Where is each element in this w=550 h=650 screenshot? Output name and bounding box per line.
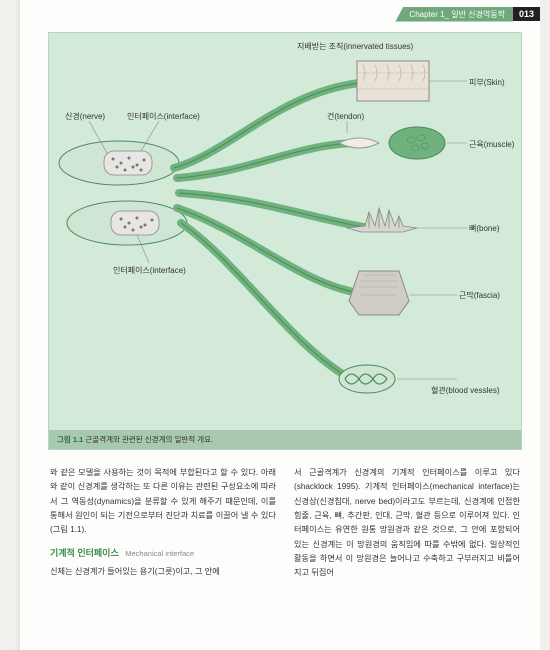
subheading-ko: 기계적 인터페이스 <box>50 548 119 558</box>
para-2: 신체는 신경계가 들어있는 용기(그릇)이고, 그 안에 <box>50 565 276 579</box>
nerve-diagram-svg <box>49 33 523 433</box>
para-3: 서 근골격계가 신경계의 기계적 인터페이스를 이루고 있다(shacklock… <box>294 466 520 581</box>
label-skin: 피부(Skin) <box>469 77 505 88</box>
label-interface-top: 인터페이스(interface) <box>127 111 200 122</box>
figure-number: 그림 1.1 <box>57 435 83 444</box>
page-number: 013 <box>513 7 540 21</box>
figure-1-1: 지배받는 조직(innervated tissues) 신경(nerve) 인터… <box>48 32 522 450</box>
label-bone: 뼈(bone) <box>469 223 500 234</box>
page-scan: Chapter 1_ 일반 신경역동학 013 <box>20 0 540 650</box>
label-blood: 혈관(blood vessles) <box>431 385 500 396</box>
label-innervated: 지배받는 조직(innervated tissues) <box>297 41 413 52</box>
column-right: 서 근골격계가 신경계의 기계적 인터페이스를 이루고 있다(shacklock… <box>294 466 520 581</box>
body-text: 와 같은 모델을 사용하는 것이 목적에 부합된다고 할 수 있다. 아래와 같… <box>50 466 520 581</box>
label-tendon: 건(tendon) <box>327 111 364 122</box>
column-left: 와 같은 모델을 사용하는 것이 목적에 부합된다고 할 수 있다. 아래와 같… <box>50 466 276 581</box>
chapter-header: Chapter 1_ 일반 신경역동학 013 <box>395 6 540 22</box>
label-interface-bottom: 인터페이스(interface) <box>113 265 186 276</box>
label-muscle: 근육(muscle) <box>469 139 514 150</box>
figure-caption-text: 근골격계와 관련된 신경계의 일반적 개요. <box>85 435 213 444</box>
label-fascia: 근막(fascia) <box>459 290 500 301</box>
subheading-mechanical-interface: 기계적 인터페이스 Mechanical interface <box>50 546 276 562</box>
subheading-en: Mechanical interface <box>125 549 194 558</box>
label-nerve: 신경(nerve) <box>65 111 105 122</box>
figure-caption: 그림 1.1 근골격계와 관련된 신경계의 일반적 개요. <box>49 430 521 449</box>
chapter-title: Chapter 1_ 일반 신경역동학 <box>395 7 513 22</box>
para-1: 와 같은 모델을 사용하는 것이 목적에 부합된다고 할 수 있다. 아래와 같… <box>50 466 276 538</box>
